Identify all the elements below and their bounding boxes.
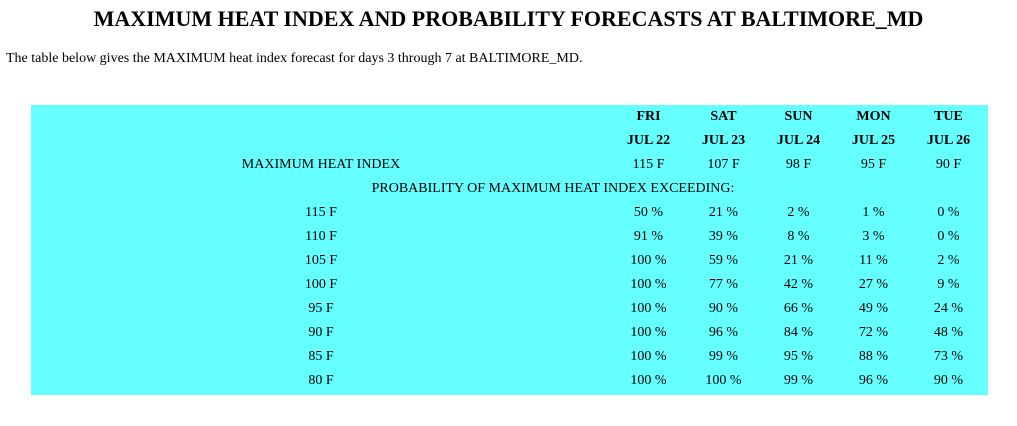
- threshold-label: 95 F: [308, 301, 334, 316]
- probability-value: 21 %: [708, 205, 739, 220]
- probability-row: 95 F 100 % 90 % 66 % 49 % 24 %: [31, 297, 986, 321]
- date-header: JUL 22: [626, 133, 671, 148]
- threshold-label: 115 F: [305, 205, 337, 220]
- max-heat-index-value: 90 F: [935, 157, 962, 172]
- max-heat-index-value: 98 F: [785, 157, 812, 172]
- heat-index-table: FRI SAT SUN MON TUE JUL 22 JUL 23 JUL 24…: [31, 105, 986, 393]
- header-corner: [31, 129, 611, 153]
- probability-value: 24 %: [933, 301, 964, 316]
- probability-value: 73 %: [933, 349, 964, 364]
- threshold-label: 80 F: [308, 373, 334, 388]
- probability-value: 100 %: [630, 277, 667, 292]
- probability-heading-row: PROBABILITY OF MAXIMUM HEAT INDEX EXCEED…: [31, 177, 986, 201]
- date-header: JUL 24: [776, 133, 821, 148]
- probability-heading-cell: PROBABILITY OF MAXIMUM HEAT INDEX EXCEED…: [31, 177, 986, 201]
- probability-value: 1 %: [862, 205, 885, 220]
- day-of-week-header-row: FRI SAT SUN MON TUE: [31, 105, 986, 129]
- max-heat-index-value: 95 F: [860, 157, 887, 172]
- probability-value: 48 %: [933, 325, 964, 340]
- probability-value: 100 %: [630, 325, 667, 340]
- threshold-label: 100 F: [304, 277, 338, 292]
- probability-value: 39 %: [708, 229, 739, 244]
- probability-value: 96 %: [708, 325, 739, 340]
- day-of-week-header: TUE: [934, 109, 963, 124]
- probability-value: 90 %: [708, 301, 739, 316]
- probability-value: 96 %: [858, 373, 889, 388]
- probability-value: 99 %: [708, 349, 739, 364]
- probability-value: 0 %: [937, 205, 960, 220]
- probability-heading: PROBABILITY OF MAXIMUM HEAT INDEX EXCEED…: [371, 181, 735, 196]
- threshold-label: 85 F: [308, 349, 334, 364]
- page-title: MAXIMUM HEAT INDEX AND PROBABILITY FOREC…: [93, 6, 924, 31]
- probability-value: 72 %: [858, 325, 889, 340]
- max-heat-index-value: 115 F: [632, 157, 665, 172]
- probability-value: 2 %: [937, 253, 960, 268]
- probability-value: 42 %: [783, 277, 814, 292]
- probability-row: 80 F 100 % 100 % 99 % 96 % 90 %: [31, 369, 986, 393]
- day-of-week-header: MON: [856, 109, 891, 124]
- max-heat-index-row: MAXIMUM HEAT INDEX 115 F 107 F 98 F 95 F…: [31, 153, 986, 177]
- probability-value: 95 %: [783, 349, 814, 364]
- probability-value: 99 %: [783, 373, 814, 388]
- probability-value: 21 %: [783, 253, 814, 268]
- probability-value: 100 %: [630, 373, 667, 388]
- day-of-week-header: SAT: [710, 109, 737, 124]
- probability-row: 110 F 91 % 39 % 8 % 3 % 0 %: [31, 225, 986, 249]
- probability-row: 90 F 100 % 96 % 84 % 72 % 48 %: [31, 321, 986, 345]
- probability-value: 11 %: [859, 253, 888, 268]
- probability-row: 100 F 100 % 77 % 42 % 27 % 9 %: [31, 273, 986, 297]
- probability-value: 91 %: [633, 229, 664, 244]
- probability-value: 88 %: [858, 349, 889, 364]
- probability-value: 77 %: [708, 277, 739, 292]
- probability-value: 49 %: [858, 301, 889, 316]
- date-header: JUL 26: [926, 133, 971, 148]
- threshold-label: 105 F: [304, 253, 338, 268]
- probability-value: 100 %: [705, 373, 742, 388]
- max-heat-index-label: MAXIMUM HEAT INDEX: [241, 157, 401, 172]
- probability-value: 90 %: [933, 373, 964, 388]
- probability-value: 0 %: [937, 229, 960, 244]
- probability-value: 66 %: [783, 301, 814, 316]
- probability-value: 3 %: [862, 229, 885, 244]
- date-header: JUL 25: [851, 133, 896, 148]
- probability-value: 100 %: [630, 349, 667, 364]
- probability-value: 84 %: [783, 325, 814, 340]
- probability-value: 50 %: [633, 205, 664, 220]
- probability-value: 9 %: [937, 277, 960, 292]
- intro-text: The table below gives the MAXIMUM heat i…: [6, 51, 583, 66]
- day-of-week-header: FRI: [636, 109, 661, 124]
- probability-row: 115 F 50 % 21 % 2 % 1 % 0 %: [31, 201, 986, 225]
- probability-value: 2 %: [787, 205, 810, 220]
- forecast-panel: FRI SAT SUN MON TUE JUL 22 JUL 23 JUL 24…: [31, 105, 988, 395]
- max-heat-index-value: 107 F: [707, 157, 740, 172]
- probability-value: 59 %: [708, 253, 739, 268]
- header-corner: [31, 105, 611, 129]
- day-of-week-header: SUN: [784, 109, 813, 124]
- probability-row: 85 F 100 % 99 % 95 % 88 % 73 %: [31, 345, 986, 369]
- threshold-label: 110 F: [305, 229, 337, 244]
- probability-value: 100 %: [630, 253, 667, 268]
- probability-row: 105 F 100 % 59 % 21 % 11 % 2 %: [31, 249, 986, 273]
- date-header-row: JUL 22 JUL 23 JUL 24 JUL 25 JUL 26: [31, 129, 986, 153]
- date-header: JUL 23: [701, 133, 746, 148]
- probability-value: 8 %: [787, 229, 810, 244]
- probability-value: 100 %: [630, 301, 667, 316]
- probability-value: 27 %: [858, 277, 889, 292]
- threshold-label: 90 F: [308, 325, 334, 340]
